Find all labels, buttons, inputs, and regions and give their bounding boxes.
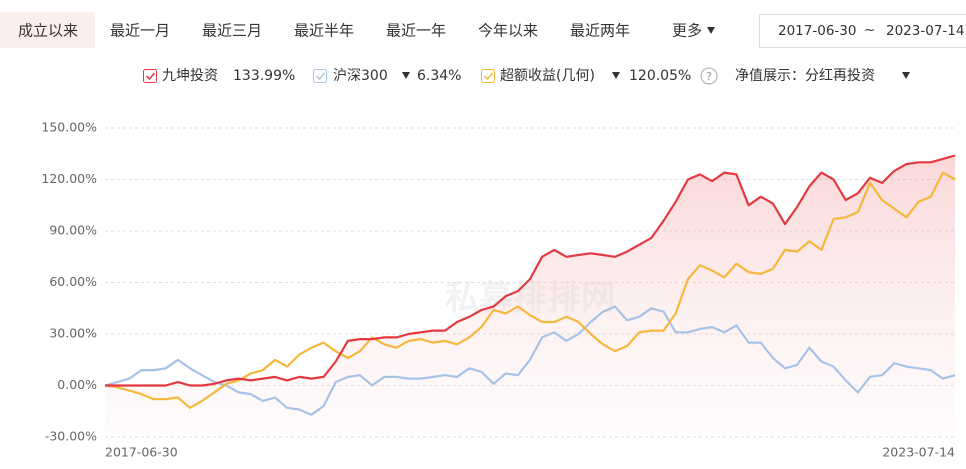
legend-checkbox[interactable] — [481, 69, 495, 83]
y-tick-label: 30.00% — [49, 326, 97, 341]
tab[interactable]: 最近一年 — [386, 22, 446, 40]
dropdown-arrow — [612, 72, 620, 79]
legend-check — [483, 72, 494, 81]
legend-return: 120.05% — [629, 68, 691, 84]
legend-name: 超额收益(几何) — [500, 68, 595, 84]
tab[interactable]: 今年以来 — [478, 22, 538, 40]
active-tab-bg — [0, 12, 95, 48]
display-mode[interactable]: 净值展示：分红再投资 — [735, 68, 875, 84]
date-box[interactable] — [759, 14, 966, 48]
tab[interactable]: 最近两年 — [570, 22, 630, 40]
legend-checkbox[interactable] — [313, 69, 327, 83]
dropdown-arrow — [902, 72, 910, 79]
date-end: 2023-07-14 — [886, 23, 964, 39]
dropdown-arrow — [402, 72, 410, 79]
tab[interactable]: 最近半年 — [294, 22, 354, 40]
series-line — [104, 171, 956, 409]
y-tick-label: 120.00% — [41, 171, 97, 186]
legend-return: 133.99% — [233, 68, 295, 84]
series-line — [104, 305, 956, 416]
tab[interactable]: 更多 — [672, 22, 702, 40]
legend-name: 九坤投资 — [162, 68, 218, 84]
x-tick-label: 2017-06-30 — [105, 445, 178, 460]
y-tick-label: -30.00% — [45, 429, 97, 444]
y-tick-label: 90.00% — [49, 223, 97, 238]
y-tick-label: 0.00% — [57, 377, 97, 392]
legend-check — [315, 72, 326, 81]
legend-name: 沪深300 — [333, 68, 388, 84]
help-icon[interactable] — [700, 67, 718, 85]
y-tick-label: 150.00% — [41, 120, 97, 135]
date-start: 2017-06-30 — [778, 23, 856, 39]
dropdown-arrow — [707, 27, 715, 34]
area-fill — [105, 155, 955, 437]
help-text: ? — [706, 70, 712, 83]
date-sep: ~ — [864, 22, 875, 38]
tab[interactable]: 最近一月 — [110, 22, 170, 40]
tab[interactable]: 成立以来 — [18, 22, 78, 40]
legend-return: 6.34% — [417, 68, 461, 84]
legend-check — [145, 72, 156, 81]
tab[interactable]: 最近三月 — [202, 22, 262, 40]
series-line — [105, 154, 956, 387]
y-tick-label: 60.00% — [49, 274, 97, 289]
legend-checkbox[interactable] — [143, 69, 157, 83]
x-tick-label: 2023-07-14 — [882, 445, 955, 460]
